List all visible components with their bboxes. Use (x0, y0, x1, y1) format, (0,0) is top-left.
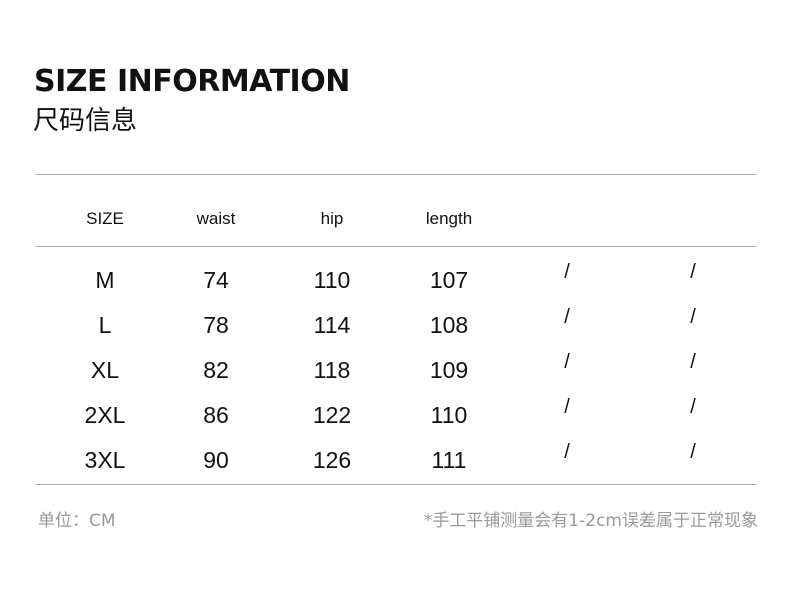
divider-bottom (35, 484, 757, 485)
unit-label: 单位：CM (38, 511, 116, 531)
table-cell: / (564, 306, 570, 328)
table-cell: / (690, 441, 696, 463)
table-cell: 78 (203, 312, 229, 338)
table-cell: / (690, 351, 696, 373)
table-cell: 108 (429, 312, 469, 338)
measurement-note: *手工平铺测量会有1-2cm误差属于正常现象 (423, 511, 758, 531)
table-cell: / (690, 261, 696, 283)
size-label: 2XL (84, 402, 126, 428)
table-cell: 122 (312, 402, 352, 428)
table-cell: / (564, 351, 570, 373)
size-label: 3XL (84, 447, 126, 473)
column-header: waist (196, 209, 236, 228)
table-cell: / (564, 441, 570, 463)
size-label: M (95, 267, 115, 293)
page-title: SIZE INFORMATION (34, 64, 350, 99)
table-cell: 90 (203, 447, 229, 473)
column-header: hip (320, 209, 344, 228)
table-cell: 109 (429, 357, 469, 383)
table-cell: 111 (431, 447, 467, 473)
column-header: length (425, 209, 473, 228)
table-cell: 118 (313, 357, 351, 383)
table-cell: 110 (313, 267, 351, 293)
table-cell: 74 (203, 267, 229, 293)
size-label: L (98, 312, 112, 338)
divider-top (35, 174, 757, 175)
table-cell: 110 (430, 402, 468, 428)
table-cell: 107 (429, 267, 469, 293)
table-cell: / (564, 261, 570, 283)
page-subtitle: 尺码信息 (33, 106, 138, 136)
table-cell: 82 (203, 357, 229, 383)
table-cell: / (690, 396, 696, 418)
table-cell: 114 (313, 312, 351, 338)
column-header: SIZE (86, 209, 124, 228)
table-cell: / (690, 306, 696, 328)
table-cell: 86 (203, 402, 229, 428)
table-cell: / (564, 396, 570, 418)
divider-header (35, 246, 757, 247)
table-cell: 126 (312, 447, 352, 473)
size-label: XL (90, 357, 120, 383)
